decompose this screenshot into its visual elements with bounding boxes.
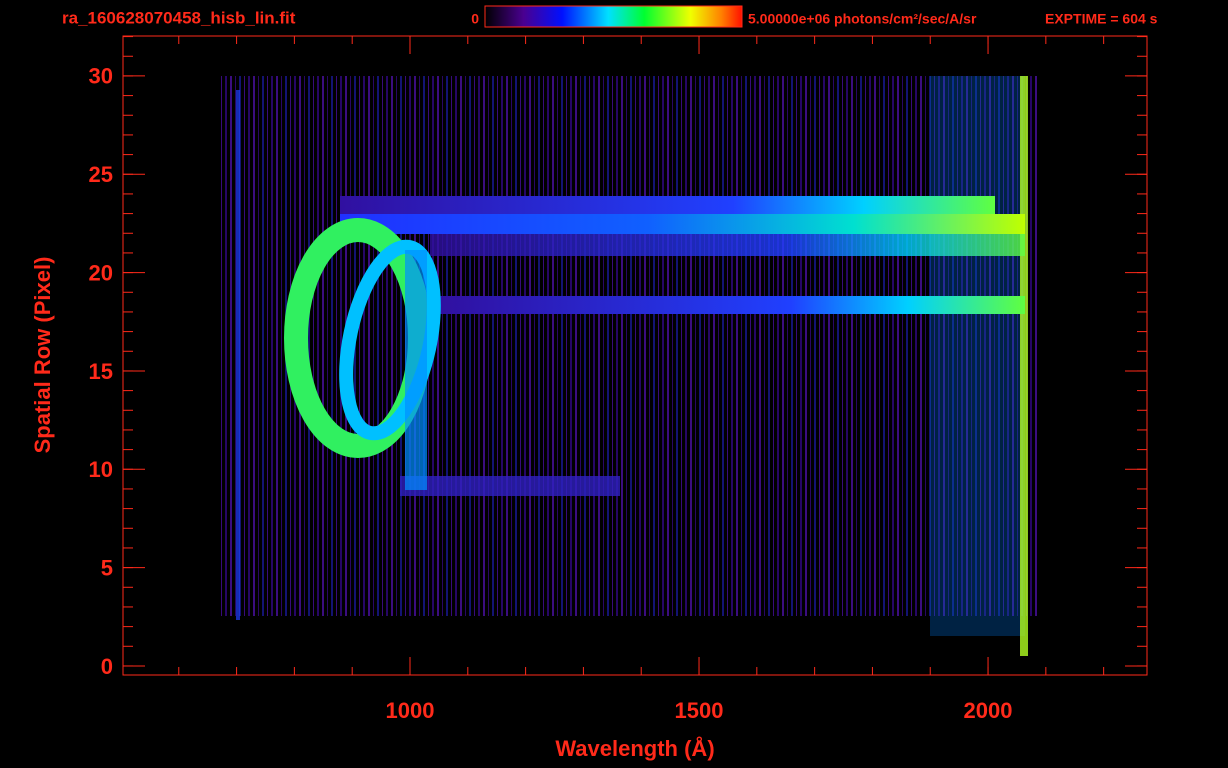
y-tick-label: 30 [89,64,113,89]
y-tick-label: 15 [89,359,113,384]
y-tick-label: 20 [89,260,113,285]
colorbar [484,5,743,28]
chart-title: ra_160628070458_hisb_lin.fit [62,8,296,27]
y-tick-label: 25 [89,162,113,187]
plot-frame [122,35,1148,676]
y-tick-label: 0 [101,654,113,679]
x-tick-label: 2000 [964,698,1013,723]
y-tick-label: 10 [89,457,113,482]
exposure-time: EXPTIME = 604 s [1045,11,1158,27]
x-tick-label: 1000 [386,698,435,723]
x-axis-label: Wavelength (Å) [555,735,714,761]
x-tick-label: 1500 [675,698,724,723]
colorbar-label: 0 [471,11,479,27]
y-tick-label: 5 [101,555,113,580]
spectral-image [220,76,1040,656]
colorbar-label: 5.00000e+06 photons/cm²/sec/A/sr [748,11,977,27]
y-axis-label: Spatial Row (Pixel) [30,257,55,454]
